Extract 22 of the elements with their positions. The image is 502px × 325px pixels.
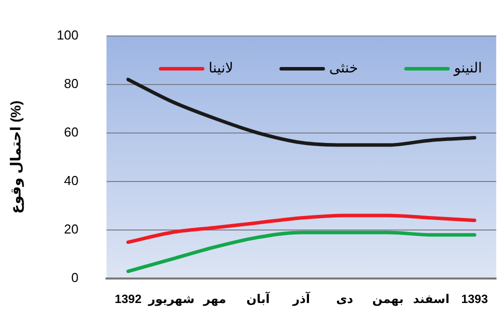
legend-label: لانینا bbox=[208, 60, 234, 76]
y-tick-label: 100 bbox=[56, 27, 78, 42]
x-tick-label: شهریور bbox=[147, 292, 195, 306]
x-tick-label: 1393 bbox=[461, 292, 488, 306]
y-tick-label: 20 bbox=[64, 222, 78, 237]
x-tick-label: آبان bbox=[246, 291, 271, 306]
y-tick-label: 0 bbox=[71, 270, 78, 286]
y-tick-label: 40 bbox=[64, 173, 78, 188]
x-tick-label: بهمن bbox=[372, 292, 404, 306]
legend-label: النینو bbox=[452, 60, 482, 77]
y-axis-title: احتمال وقوع (%) bbox=[7, 100, 24, 214]
line-series bbox=[126, 78, 476, 147]
legend-label: خنثی bbox=[329, 60, 358, 76]
line-series bbox=[126, 230, 476, 274]
x-tick-label: مهر bbox=[202, 292, 226, 306]
x-tick-label: دی bbox=[336, 292, 354, 306]
y-tick-label: 60 bbox=[64, 124, 78, 140]
x-tick-label: 1392 bbox=[114, 292, 142, 306]
x-tick-label: آذر bbox=[292, 291, 311, 306]
line-series bbox=[126, 214, 476, 244]
y-tick-label: 80 bbox=[64, 76, 78, 91]
x-tick-label: اسفند bbox=[413, 292, 450, 306]
